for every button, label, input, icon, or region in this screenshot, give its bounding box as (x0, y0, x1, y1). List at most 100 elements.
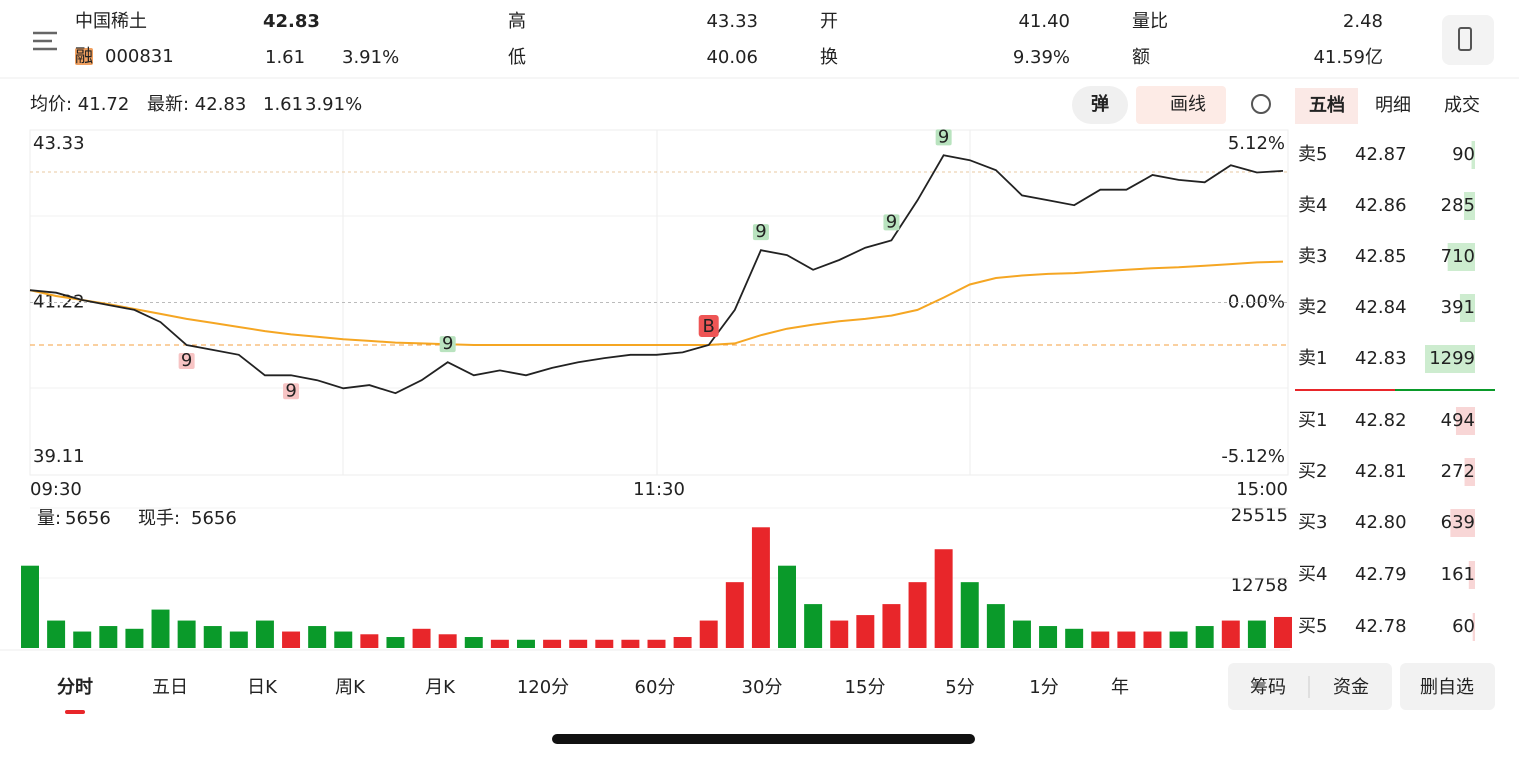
volume-bar (699, 620, 718, 648)
volume-bar (882, 604, 901, 648)
volume-bar (569, 639, 588, 648)
depth-bar (1447, 243, 1475, 271)
marker-label: B (703, 316, 715, 337)
tab-active-bg (1295, 88, 1358, 124)
volume-bar (804, 604, 823, 648)
stat-label: 额 (1132, 47, 1150, 68)
book-label: 买1 (1298, 410, 1327, 431)
book-volume: 285 (1441, 195, 1475, 216)
button-label: 删自选 (1420, 677, 1474, 698)
device-icon (1458, 27, 1472, 51)
draw-label: 画线 (1170, 94, 1206, 115)
x-tick-label: 09:30 (30, 479, 82, 500)
volume-bar (1065, 628, 1084, 648)
volume-bar (438, 634, 457, 648)
book-volume: 639 (1441, 512, 1475, 533)
depth-bar (1468, 561, 1475, 589)
volume-bar (125, 628, 144, 648)
watchlist-button[interactable] (1400, 663, 1495, 710)
book-label: 卖4 (1298, 195, 1327, 216)
stat-value: 41.40 (1018, 11, 1070, 32)
period-tab: 60分 (635, 677, 676, 698)
x-tick-label: 15:00 (1236, 479, 1288, 500)
stat-value: 40.06 (706, 47, 758, 68)
volume-bar (621, 639, 640, 648)
menu-icon[interactable] (33, 31, 57, 51)
volume-bar (229, 631, 248, 648)
period-tab: 五日 (152, 677, 188, 698)
volume-bar (99, 626, 118, 648)
price-line (29, 260, 1284, 346)
depth-bar (1471, 141, 1475, 169)
stock-name: 中国稀土 (75, 11, 147, 32)
volume-info-label: 现手: (138, 508, 180, 529)
draw-button[interactable] (1136, 86, 1226, 124)
device-button[interactable] (1442, 15, 1494, 65)
book-label: 卖2 (1298, 297, 1327, 318)
volume-bar (856, 615, 875, 648)
badge-bg (75, 48, 93, 65)
volume-bar (1117, 631, 1136, 648)
marker-label: 9 (285, 380, 296, 401)
book-volume: 272 (1441, 461, 1475, 482)
popup-label: 弹 (1091, 93, 1109, 115)
home-indicator (552, 734, 975, 744)
volume-bar (1274, 616, 1292, 648)
book-tab: 五档 (1309, 94, 1345, 116)
volume-bar (334, 631, 353, 648)
stock-code: 000831 (105, 46, 174, 67)
book-price: 42.79 (1355, 564, 1407, 585)
marker-bg (752, 224, 769, 241)
volume-bar (778, 565, 797, 648)
book-price: 42.87 (1355, 144, 1407, 165)
book-tab: 明细 (1375, 95, 1411, 116)
chip-fund-button[interactable] (1228, 663, 1392, 710)
change: 1.61 (265, 47, 305, 68)
volume-bar (1039, 626, 1058, 648)
period-tab: 月K (425, 677, 456, 698)
stat-value: 9.39% (1013, 47, 1070, 68)
volume-bar (1221, 620, 1240, 648)
book-label: 卖5 (1298, 144, 1327, 165)
book-volume: 161 (1441, 564, 1475, 585)
change-pct: 3.91% (342, 47, 399, 68)
price-line (29, 154, 1284, 395)
volume-bar (595, 639, 614, 648)
volume-bar (1012, 620, 1031, 648)
volume-bar (386, 637, 405, 648)
book-label: 买3 (1298, 512, 1327, 533)
book-volume: 391 (1441, 297, 1475, 318)
marker-bg (439, 336, 456, 353)
stat-label: 量比 (1132, 11, 1168, 32)
stat-label: 换 (820, 47, 838, 68)
volume-bar (725, 582, 744, 648)
volume-info-value: 5656 (191, 508, 237, 529)
marker-label: 9 (886, 211, 897, 232)
book-volume: 494 (1441, 410, 1475, 431)
volume-bar (647, 639, 666, 648)
marker-b (698, 315, 719, 338)
button-label: 资金 (1333, 677, 1369, 698)
book-price: 42.81 (1355, 461, 1407, 482)
settings-icon[interactable] (1251, 94, 1271, 114)
marker-bg (178, 353, 195, 370)
y-tick-label: 41.22 (33, 292, 85, 313)
volume-bar (1247, 620, 1266, 648)
book-label: 买4 (1298, 564, 1327, 585)
volume-bar (1195, 626, 1214, 648)
stat-label: 开 (820, 11, 838, 32)
tab-underline (65, 710, 85, 714)
volume-bar (1143, 631, 1162, 648)
volume-bar (464, 637, 483, 648)
popup-button[interactable] (1072, 86, 1128, 124)
depth-bar (1464, 458, 1475, 486)
stat-label: 高 (508, 11, 526, 32)
volume-bar (751, 527, 770, 648)
depth-bar (1472, 613, 1475, 641)
volume-bar (1091, 631, 1110, 648)
volume-bar (360, 634, 379, 648)
book-volume: 1299 (1429, 348, 1475, 369)
book-volume: 710 (1441, 246, 1475, 267)
